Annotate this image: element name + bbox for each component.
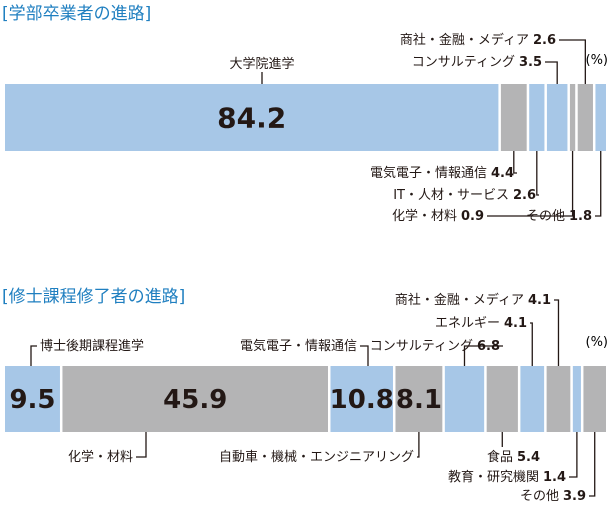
category-name: IT・人材・サービス [393, 188, 509, 203]
bar-segment [529, 84, 545, 151]
bar-segment [546, 366, 571, 432]
category-label: その他 3.9 [520, 489, 586, 504]
category-name: 商社・金融・メディア [400, 32, 529, 48]
category-name: 商社・金融・メディア [395, 292, 524, 308]
category-label: その他 1.8 [526, 209, 592, 224]
data-label: 45.9 [163, 385, 227, 415]
bar-segment [5, 84, 499, 151]
category-value: 6.8 [477, 339, 500, 354]
category-name: 電気電子・情報通信 [240, 338, 357, 354]
leader-line [30, 345, 37, 366]
bar-segment [62, 366, 328, 432]
unit-label-undergrad: (%) [586, 53, 609, 68]
bar-segment [569, 84, 576, 151]
category-label: 電気電子・情報通信 [240, 338, 357, 354]
category-name: 化学・材料 [68, 449, 133, 465]
category-value: 4.4 [491, 166, 514, 181]
category-name: 教育・研究機関 [448, 469, 539, 485]
leader-line [545, 61, 558, 84]
leader-line [589, 432, 596, 497]
bar-segment [546, 84, 568, 151]
bar-segment [577, 84, 593, 151]
category-value: 2.6 [533, 33, 556, 48]
category-name: エネルギー [435, 316, 500, 331]
bar-segment [5, 366, 60, 432]
category-name: コンサルティング [370, 339, 473, 354]
category-value: 5.4 [517, 450, 540, 465]
leader-line [417, 432, 420, 458]
bar-segment [520, 366, 545, 432]
category-value: 1.4 [543, 470, 566, 485]
leader-line [360, 345, 369, 366]
category-name: その他 [520, 489, 559, 504]
category-label: エネルギー 4.1 [435, 316, 527, 331]
category-label: 電気電子・情報通信 4.4 [370, 165, 514, 181]
category-value: 2.6 [513, 188, 536, 203]
bar-segment [330, 366, 393, 432]
leader-line [513, 151, 517, 174]
category-label: コンサルティング 6.8 [370, 339, 500, 354]
data-label: 10.8 [330, 385, 394, 415]
data-label: 9.5 [9, 385, 55, 415]
chart-title-undergrad: [学部卒業者の進路] [2, 4, 151, 24]
bar-segment [486, 366, 518, 432]
category-label: 博士後期課程進学 [40, 338, 144, 354]
category-label: 食品 5.4 [487, 449, 540, 465]
category-label: 化学・材料 [68, 449, 133, 465]
category-name: 博士後期課程進学 [40, 338, 144, 354]
category-name: 化学・材料 [392, 208, 457, 224]
category-label: IT・人材・サービス 2.6 [393, 188, 536, 203]
data-label: 84.2 [217, 101, 286, 134]
leader-line [487, 151, 574, 217]
category-name: その他 [526, 209, 565, 224]
bar-segment [583, 366, 606, 432]
category-value: 0.9 [461, 209, 484, 224]
category-value: 3.5 [519, 55, 542, 70]
category-label: 自動車・機械・エンジニアリング [219, 450, 414, 465]
category-name: 自動車・機械・エンジニアリング [219, 450, 414, 465]
leader-line [569, 432, 578, 478]
category-label: 大学院進学 [229, 56, 294, 72]
leader-line [463, 345, 503, 366]
leader-line [530, 322, 533, 366]
category-value: 4.1 [504, 316, 527, 331]
chart-title-masters: [修士課程修了者の進路] [2, 287, 185, 307]
leader-line [136, 432, 147, 458]
bar-segment [500, 84, 527, 151]
unit-label-masters: (%) [586, 335, 609, 350]
leader-line [595, 151, 602, 217]
bar-segment [444, 366, 485, 432]
category-name: 大学院進学 [229, 56, 294, 72]
category-label: 教育・研究機関 1.4 [448, 469, 566, 485]
category-label: 商社・金融・メディア 4.1 [395, 292, 551, 308]
bar-segment [572, 366, 581, 432]
category-label: 商社・金融・メディア 2.6 [400, 32, 556, 48]
bar-segment [395, 366, 443, 432]
bar-segment [595, 84, 606, 151]
category-value: 3.9 [563, 489, 586, 504]
category-value: 1.8 [569, 209, 592, 224]
category-name: 食品 [487, 449, 513, 465]
category-name: 電気電子・情報通信 [370, 165, 487, 181]
category-name: コンサルティング [412, 55, 515, 70]
data-label: 8.1 [396, 385, 442, 415]
leader-line [554, 299, 560, 366]
category-label: コンサルティング 3.5 [412, 55, 542, 70]
leader-line [536, 151, 539, 196]
leader-line [559, 39, 586, 84]
category-value: 4.1 [528, 293, 551, 308]
category-label: 化学・材料 0.9 [392, 208, 484, 224]
